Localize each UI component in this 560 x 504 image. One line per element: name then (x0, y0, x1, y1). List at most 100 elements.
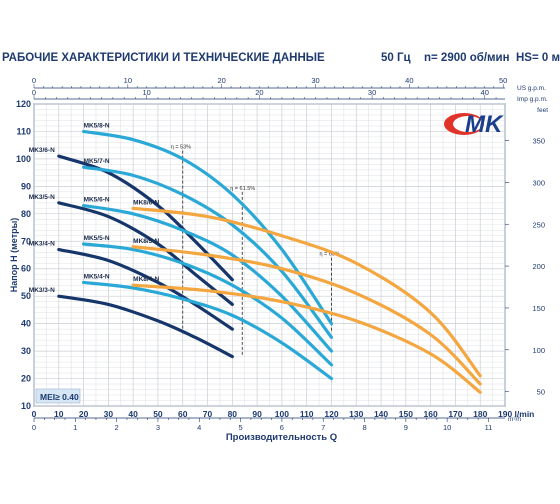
m3h-tick-label: 5 (238, 423, 242, 432)
m3h-tick-label: 6 (280, 423, 284, 432)
x-tick-label: 170 (448, 409, 462, 419)
y-tick-label: 70 (21, 236, 31, 246)
x-tick-label: 10 (54, 409, 64, 419)
m3h-tick-label: 11 (485, 423, 493, 432)
top-axis-unit-label: US g.p.m. (517, 85, 546, 92)
feet-tick-label: 300 (532, 178, 545, 187)
curve-mk8-5-n (131, 245, 482, 386)
curve-label: MK3/5-N (29, 194, 55, 201)
chart-title: РАБОЧИЕ ХАРАКТЕРИСТИКИ И ТЕХНИЧЕСКИЕ ДАН… (2, 52, 325, 64)
top-axis-unit-label: Imp g.p.m. (517, 96, 548, 103)
mk-logo: MK (444, 111, 504, 138)
efficiency-lines: η = 53% η = 61.5% η = 65% (171, 145, 340, 357)
y-tick-label: 50 (21, 291, 31, 301)
curve-mk3-5-n (57, 201, 234, 307)
curve-label: MK5/4-N (84, 273, 110, 280)
suction-height-label: HS= 0 м (516, 52, 560, 64)
y-tick-label: 120 (16, 99, 31, 109)
mei-box: MEI≥ 0.40 (35, 388, 81, 404)
m3h-tick-label: 3 (156, 423, 160, 432)
feet-tick-label: 200 (532, 262, 545, 271)
x-axis-title: Производительность Q (226, 432, 337, 443)
y-tick-label: 40 (21, 319, 31, 329)
m3h-tick-label: 4 (197, 423, 201, 432)
top-axis-tick-label: 50 (499, 76, 507, 85)
curve-label: MK3/4-N (29, 241, 55, 248)
m3h-tick-label: 8 (362, 423, 366, 432)
y-tick-label: 20 (21, 374, 31, 384)
x-tick-label: 140 (374, 409, 388, 419)
top-axis-tick-label: 30 (368, 88, 376, 97)
x-tick-label: 180 (473, 409, 487, 419)
curve-label: MK5/5-N (84, 235, 110, 242)
m3h-tick-label: 2 (115, 423, 119, 432)
feet-tick-label: 250 (532, 220, 545, 229)
curve-mk3-3-n (57, 294, 234, 359)
x-tick-label: 100 (275, 409, 289, 419)
curve-mk5-8-n (81, 129, 334, 326)
feet-tick-label: 100 (532, 346, 545, 355)
x-tick-label: 30 (104, 409, 114, 419)
top-axis-tick-label: 10 (124, 76, 132, 85)
y-tick-label: 110 (16, 126, 31, 136)
curve-mk5-7-n (81, 165, 334, 339)
top-axis-tick-label: 10 (143, 88, 151, 97)
logo-text: MK (465, 111, 504, 138)
m3h-unit-label: m³/h (508, 416, 521, 423)
logo-swoosh-gap (453, 116, 483, 132)
top-axis-tick-label: 30 (311, 76, 319, 85)
x-tick-label: 90 (252, 409, 262, 419)
curve-mk5-5-n (81, 242, 334, 367)
x-tick-label: 130 (349, 409, 363, 419)
m3h-tick-label: 10 (443, 423, 451, 432)
y-tick-label: 90 (21, 181, 31, 191)
feet-tick-label: 150 (532, 304, 545, 313)
pump-curves (57, 129, 482, 394)
mei-box-background (35, 388, 81, 404)
curve-label: MK8/4-N (133, 276, 159, 283)
y-axis-title: Напор H (метры) (9, 218, 19, 293)
curve-mk5-4-n (81, 280, 334, 381)
x-tick-label: 80 (228, 409, 238, 419)
top-axis-tick-label: 20 (218, 76, 226, 85)
m3h-tick-label: 7 (321, 423, 325, 432)
top-axis-tick-label: 40 (405, 76, 413, 85)
frequency-label: 50 Гц (381, 52, 411, 64)
y-tick-label: 60 (21, 264, 31, 274)
x-tick-label: 0 (32, 409, 37, 419)
efficiency-label: η = 65% (319, 252, 339, 258)
efficiency-label: η = 61.5% (230, 186, 255, 192)
m3h-tick-label: 9 (404, 423, 408, 432)
curve-label: MK5/8-N (84, 122, 110, 129)
feet-tick-label: 50 (537, 388, 545, 397)
curve-label: MK5/6-N (84, 197, 110, 204)
chart-axes: 0 10 20 30 40 50 60 70 80 90 100 110 120 130 140 150 160… (9, 76, 548, 443)
curve-label: MK5/7-N (84, 158, 110, 165)
x-tick-label: 60 (178, 409, 188, 419)
top-axis-tick-label: 40 (481, 88, 489, 97)
curve-label: MK3/3-N (29, 287, 55, 294)
x-tick-label: 110 (300, 409, 314, 419)
y-tick-label: 10 (21, 401, 31, 411)
feet-tick-label: 350 (532, 137, 545, 146)
curve-mk8-6-n (131, 206, 482, 378)
feet-unit-label: feet (537, 107, 548, 114)
x-tick-label: 70 (203, 409, 213, 419)
curve-label: MK8/6-N (133, 199, 159, 206)
x-tick-label: 50 (153, 409, 163, 419)
x-tick-label: 190 l/min (498, 409, 534, 419)
chart-grid (33, 103, 506, 407)
curve-mk8-4-n (131, 283, 482, 394)
y-tick-label: 30 (21, 346, 31, 356)
top-axis-tick-label: 20 (255, 88, 263, 97)
m3h-tick-label: 1 (73, 423, 77, 432)
curve-label: MK8/5-N (133, 238, 159, 245)
mei-label: MEI≥ 0.40 (40, 392, 79, 402)
y-tick-label: 100 (16, 154, 31, 164)
curve-mk3-4-n (57, 247, 234, 331)
x-tick-label: 40 (128, 409, 138, 419)
x-tick-label: 120 (324, 409, 338, 419)
curve-labels: MK3/3-N MK3/4-N MK3/5-N MK3/6-N MK5/4-N MK5/5… (29, 122, 160, 294)
x-tick-label: 20 (79, 409, 89, 419)
